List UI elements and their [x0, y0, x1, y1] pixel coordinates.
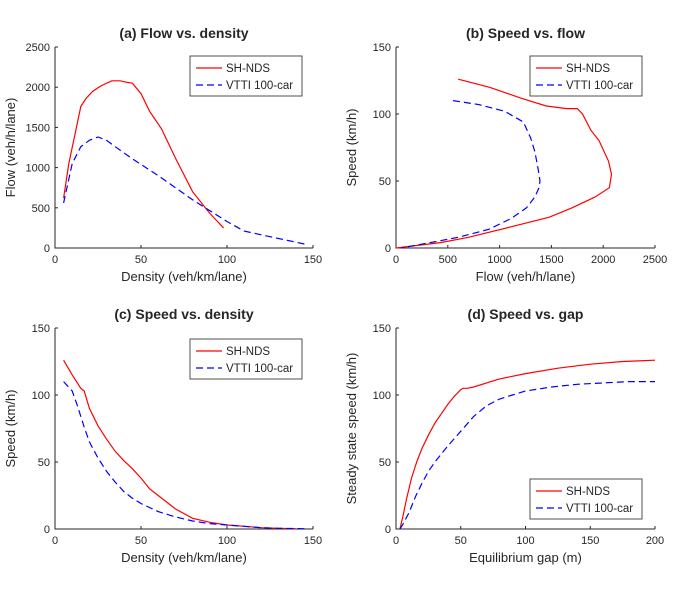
y-tick-label: 0: [44, 524, 50, 536]
x-tick-label: 1500: [539, 254, 563, 266]
series-line-sh-nds: [63, 80, 225, 229]
legend-label: VTTI 100-car: [566, 80, 633, 92]
y-tick-label: 0: [385, 243, 391, 255]
series-line-sh-nds: [399, 359, 656, 530]
x-tick-label: 0: [52, 535, 58, 547]
legend-label: VTTI 100-car: [226, 80, 293, 92]
y-tick-label: 2500: [26, 42, 50, 54]
legend-label: SH-NDS: [226, 63, 270, 75]
legend-box: [189, 55, 303, 97]
y-tick-label: 150: [32, 323, 50, 335]
chart-title: (c) Speed vs. density: [114, 306, 253, 322]
x-axis-label: Density (veh/km/lane): [121, 550, 247, 565]
x-tick-label: 2000: [591, 254, 615, 266]
y-axis-label: Speed (km/h): [344, 108, 359, 186]
x-axis-label: Flow (veh/h/lane): [476, 269, 576, 284]
chart-panel-2: (b) Speed vs. flow 0 500 1000 1500 2000 2500 0 5…: [344, 25, 667, 284]
x-tick-label: 150: [304, 535, 322, 547]
legend: SH-NDS VTTI 100-car: [189, 338, 303, 380]
legend-label: VTTI 100-car: [226, 363, 293, 375]
chart-panel-4: (d) Speed vs. gap 0 50 100 150 200 0 50 100 150 Eq…: [344, 306, 664, 565]
x-tick-label: 1000: [487, 254, 511, 266]
series-line-sh-nds: [63, 359, 296, 530]
chart-title: (b) Speed vs. flow: [466, 25, 585, 41]
x-tick-label: 0: [52, 254, 58, 266]
legend-box: [189, 338, 303, 380]
chart-title: (a) Flow vs. density: [119, 25, 248, 41]
y-tick-label: 0: [385, 524, 391, 536]
y-tick-label: 100: [373, 390, 391, 402]
series-line-vtti-100-car: [401, 100, 541, 249]
y-tick-label: 150: [373, 42, 391, 54]
y-tick-label: 500: [32, 203, 50, 215]
series-line-sh-nds: [395, 78, 613, 249]
series-line-vtti-100-car: [399, 381, 655, 530]
legend-box: [529, 55, 643, 97]
y-axis-label: Steady state speed (km/h): [344, 353, 359, 505]
x-tick-label: 2500: [643, 254, 667, 266]
x-tick-label: 150: [304, 254, 322, 266]
y-tick-label: 50: [379, 457, 391, 469]
y-tick-label: 100: [32, 390, 50, 402]
y-axis-label: Speed (km/h): [3, 389, 18, 467]
y-axis-label: Flow (veh/h/lane): [3, 98, 18, 198]
legend-label: VTTI 100-car: [566, 503, 633, 515]
x-tick-label: 50: [455, 535, 467, 547]
legend: SH-NDS VTTI 100-car: [529, 478, 643, 520]
x-tick-label: 100: [218, 535, 236, 547]
legend-box: [529, 478, 643, 520]
x-tick-label: 100: [516, 535, 534, 547]
chart-title: (d) Speed vs. gap: [468, 306, 584, 322]
y-tick-label: 1500: [26, 122, 50, 134]
legend-label: SH-NDS: [566, 63, 610, 75]
x-tick-label: 150: [581, 535, 599, 547]
y-tick-label: 0: [44, 243, 50, 255]
y-tick-label: 50: [38, 457, 50, 469]
x-axis-label: Density (veh/km/lane): [121, 269, 247, 284]
x-axis-label: Equilibrium gap (m): [469, 550, 582, 565]
x-tick-label: 100: [218, 254, 236, 266]
x-tick-label: 500: [439, 254, 457, 266]
legend-label: SH-NDS: [226, 346, 270, 358]
legend-label: SH-NDS: [566, 486, 610, 498]
x-tick-label: 0: [393, 535, 399, 547]
y-tick-label: 150: [373, 323, 391, 335]
y-tick-label: 100: [373, 109, 391, 121]
series-line-vtti-100-car: [63, 136, 305, 245]
x-tick-label: 50: [135, 535, 147, 547]
y-tick-label: 1000: [26, 163, 50, 175]
x-tick-label: 50: [135, 254, 147, 266]
y-tick-label: 50: [379, 176, 391, 188]
x-tick-label: 0: [393, 254, 399, 266]
x-tick-label: 200: [646, 535, 664, 547]
y-tick-label: 2000: [26, 82, 50, 94]
series-line-vtti-100-car: [63, 381, 305, 530]
chart-panel-3: (c) Speed vs. density 0 50 100 150 0 50 100 150 D…: [3, 306, 322, 565]
legend: SH-NDS VTTI 100-car: [529, 55, 643, 97]
legend: SH-NDS VTTI 100-car: [189, 55, 303, 97]
